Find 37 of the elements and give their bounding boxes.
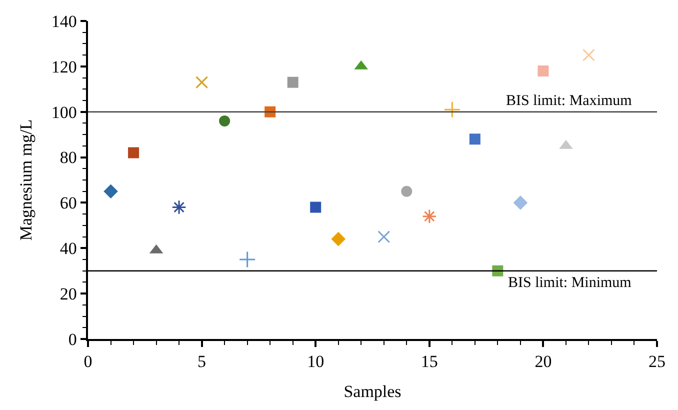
x-tick-label: 20 bbox=[534, 352, 552, 372]
point bbox=[422, 208, 437, 224]
x-tick-label: 25 bbox=[648, 352, 666, 372]
x-tick-label: 0 bbox=[84, 352, 92, 372]
point bbox=[238, 251, 256, 268]
point bbox=[287, 76, 298, 88]
point bbox=[538, 65, 549, 76]
point bbox=[469, 134, 480, 145]
y-tick-label: 20 bbox=[60, 284, 77, 304]
point bbox=[104, 184, 118, 199]
ref-line-label: BIS limit: Maximum bbox=[506, 93, 632, 109]
y-axis-title: Magnesium mg/L bbox=[16, 119, 36, 241]
y-tick-label: 80 bbox=[60, 148, 77, 168]
point bbox=[331, 232, 346, 246]
point bbox=[310, 202, 322, 213]
point bbox=[196, 76, 208, 89]
point bbox=[219, 115, 230, 126]
x-tick-label: 5 bbox=[198, 352, 206, 372]
point bbox=[513, 196, 528, 210]
y-tick-label: 140 bbox=[51, 12, 77, 31]
point bbox=[128, 147, 140, 158]
ref-line-label: BIS limit: Minimum bbox=[508, 275, 632, 291]
point bbox=[378, 230, 390, 244]
x-axis-title: Samples bbox=[344, 382, 402, 402]
y-tick-label: 0 bbox=[68, 330, 77, 349]
point bbox=[264, 106, 276, 118]
point bbox=[444, 101, 461, 118]
y-tick-label: 60 bbox=[60, 194, 77, 213]
point bbox=[492, 265, 504, 276]
x-tick-label: 15 bbox=[420, 352, 438, 372]
point bbox=[582, 48, 595, 62]
point bbox=[172, 200, 186, 215]
y-tick-label: 120 bbox=[51, 57, 77, 76]
x-tick-label: 10 bbox=[307, 352, 324, 372]
point bbox=[401, 186, 412, 197]
y-tick-label: 100 bbox=[51, 102, 77, 122]
y-tick-label: 40 bbox=[60, 239, 77, 258]
